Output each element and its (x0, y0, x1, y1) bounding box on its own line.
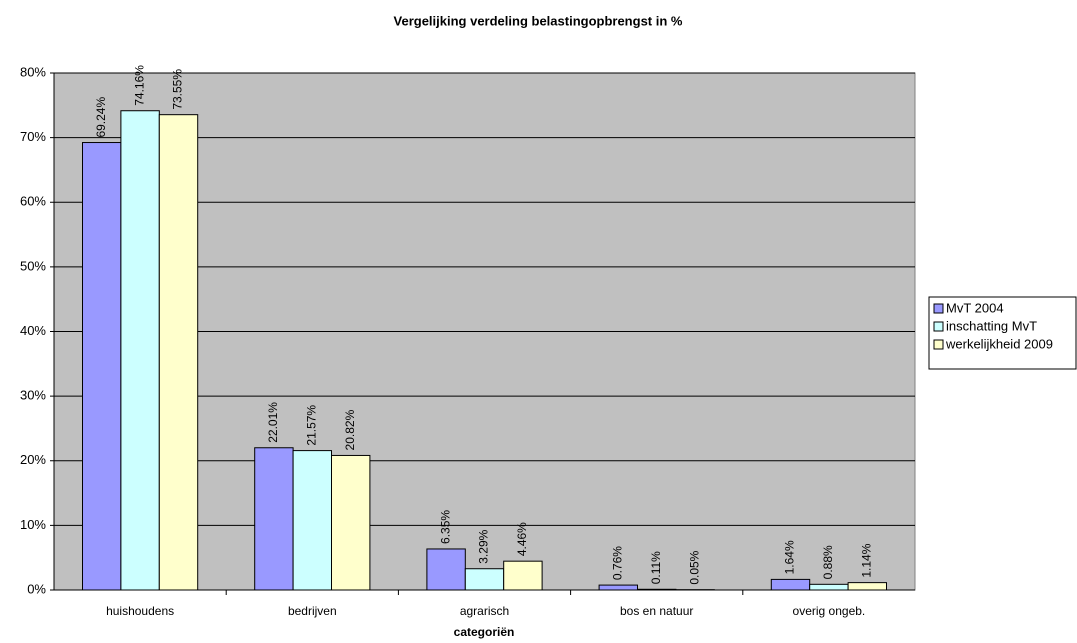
data-label: 22.01% (266, 402, 280, 443)
bar (158, 114, 199, 591)
data-label: 0.76% (610, 546, 624, 580)
data-label: 1.14% (859, 543, 873, 577)
x-tick-label: overig ongeb. (793, 604, 866, 618)
bar (292, 450, 333, 591)
data-label: 74.16% (132, 65, 146, 106)
legend-box (928, 296, 1077, 370)
bar (636, 588, 677, 591)
bar (770, 578, 811, 591)
y-tick-label: 10% (20, 517, 46, 532)
y-tick-label: 50% (20, 258, 46, 273)
legend-swatch (933, 339, 944, 350)
x-tick-label: huishoudens (106, 604, 174, 618)
x-tick-label: agrarisch (460, 604, 509, 618)
data-label: 21.57% (304, 405, 318, 446)
data-label: 73.55% (171, 69, 185, 110)
legend-label: werkelijkheid 2009 (945, 336, 1053, 351)
bar (809, 583, 849, 591)
bar (464, 568, 505, 591)
data-label: 4.46% (515, 522, 529, 556)
data-label: 6.35% (438, 510, 452, 544)
bar (81, 142, 122, 591)
y-tick-label: 40% (20, 323, 46, 338)
data-label: 20.82% (343, 409, 357, 450)
legend-swatch (933, 321, 944, 332)
data-label: 1.64% (783, 540, 797, 574)
y-tick-label: 20% (20, 452, 46, 467)
bar (331, 454, 371, 591)
legend-label: inschatting MvT (946, 318, 1037, 333)
legend-swatch (933, 303, 944, 314)
data-label: 0.05% (687, 550, 701, 584)
x-axis-label: categoriën (454, 625, 515, 639)
y-tick-label: 70% (20, 129, 46, 144)
bar (120, 110, 160, 591)
x-tick-label: bos en natuur (620, 604, 693, 618)
x-tick-label: bedrijven (288, 604, 337, 618)
data-label: 3.29% (477, 529, 491, 563)
y-tick-label: 80% (20, 64, 46, 79)
bar (598, 584, 638, 591)
y-tick-label: 0% (27, 581, 46, 596)
y-tick-label: 60% (20, 194, 46, 209)
chart-title: Vergelijking verdeling belastingopbrengs… (394, 13, 683, 28)
data-label: 0.88% (821, 545, 835, 579)
bar (254, 447, 294, 591)
bar (847, 582, 888, 591)
y-tick-label: 30% (20, 388, 46, 403)
legend-label: MvT 2004 (946, 300, 1004, 315)
data-label: 69.24% (94, 97, 108, 138)
bar (426, 548, 466, 591)
bar (503, 560, 543, 591)
data-label: 0.11% (649, 551, 663, 584)
